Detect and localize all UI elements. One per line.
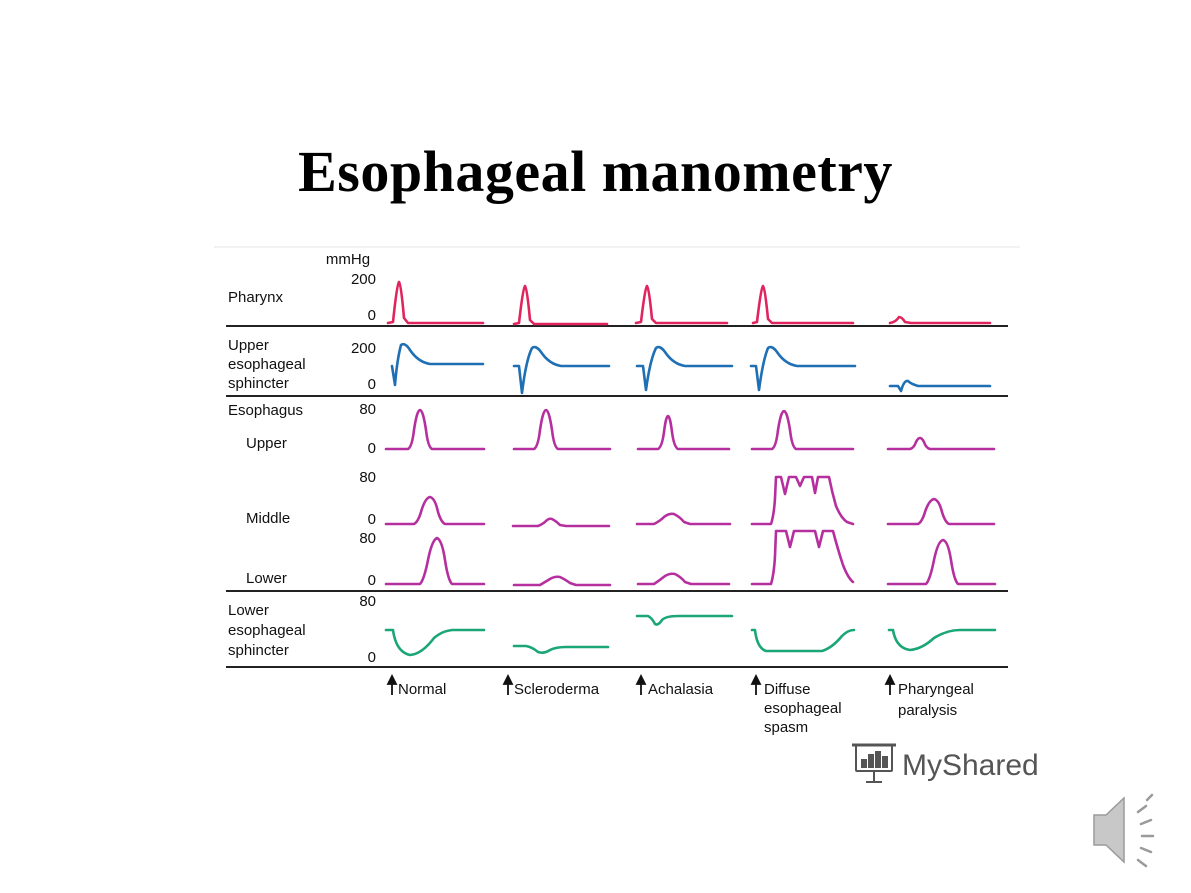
trace-row-les	[384, 614, 997, 657]
row-label-les-3: sphincter	[228, 642, 289, 659]
arrow-up-icon	[386, 673, 398, 695]
condition-label-pharyngeal-1: Pharyngeal	[898, 681, 974, 698]
condition-normal: Normal	[386, 673, 446, 698]
trace-ues-normal	[390, 342, 485, 387]
trace-eso-lower-pharyngeal	[886, 538, 997, 586]
condition-label-pharyngeal-2: paralysis	[898, 702, 957, 719]
trace-pharynx-des	[751, 284, 855, 325]
scale-labels: 200 0 200 0 80 0 80 0 80 0 80 0	[351, 271, 376, 666]
trace-pharynx-normal	[386, 280, 485, 325]
scale-les-low: 0	[368, 649, 376, 666]
trace-row-eso-upper	[384, 408, 996, 451]
trace-row-eso-lower	[384, 529, 997, 587]
slide-title: Esophageal manometry	[298, 139, 893, 204]
condition-des: Diffuse esophageal spasm	[750, 673, 842, 736]
trace-eso-middle-achalasia	[635, 512, 732, 526]
condition-achalasia: Achalasia	[635, 673, 714, 698]
row-label-les-1: Lower	[228, 602, 269, 619]
condition-label-des-3: spasm	[764, 719, 808, 736]
trace-row-pharynx	[386, 280, 992, 326]
trace-eso-middle-des	[750, 475, 855, 526]
scale-eso-upper-low: 0	[368, 440, 376, 457]
trace-eso-lower-normal	[384, 536, 486, 586]
trace-row-eso-middle	[384, 475, 996, 528]
trace-les-scleroderma	[512, 644, 610, 654]
row-label-esophagus: Esophagus	[228, 402, 303, 419]
trace-eso-upper-scleroderma	[512, 408, 612, 451]
scale-eso-middle-low: 0	[368, 511, 376, 528]
row-labels: Pharynx Upper esophageal sphincter Esoph…	[228, 289, 306, 659]
condition-label-normal: Normal	[398, 681, 446, 698]
scale-pharynx-high: 200	[351, 271, 376, 288]
scale-ues-high: 200	[351, 340, 376, 357]
trace-ues-des	[749, 345, 857, 392]
trace-ues-pharyngeal	[888, 379, 992, 393]
trace-pharynx-scleroderma	[512, 284, 609, 326]
arrow-up-icon	[750, 673, 762, 695]
trace-eso-upper-achalasia	[636, 414, 731, 451]
trace-eso-middle-scleroderma	[511, 517, 611, 528]
watermark-text: MyShared	[902, 749, 1039, 782]
row-label-eso-middle: Middle	[246, 510, 290, 527]
trace-row-ues	[390, 342, 992, 395]
trace-eso-lower-des	[750, 529, 855, 586]
row-separators	[226, 325, 1008, 668]
scale-eso-middle-high: 80	[359, 469, 376, 486]
scale-eso-lower-low: 0	[368, 572, 376, 589]
scale-ues-low: 0	[368, 376, 376, 393]
trace-pharynx-achalasia	[634, 284, 729, 325]
condition-label-des-1: Diffuse	[764, 681, 810, 698]
row-label-eso-lower: Lower	[246, 570, 287, 587]
scale-eso-lower-high: 80	[359, 530, 376, 547]
arrow-up-icon	[635, 673, 647, 695]
speaker-icon[interactable]	[1093, 793, 1155, 868]
trace-eso-upper-normal	[384, 408, 486, 451]
row-label-pharynx: Pharynx	[228, 289, 284, 306]
scale-eso-upper-high: 80	[359, 401, 376, 418]
scale-pharynx-low: 0	[368, 307, 376, 324]
trace-eso-upper-des	[750, 409, 855, 451]
row-label-ues-2: esophageal	[228, 356, 306, 373]
trace-les-pharyngeal	[887, 628, 997, 652]
trace-les-des	[750, 628, 856, 653]
condition-label-scleroderma: Scleroderma	[514, 681, 600, 698]
arrow-up-icon	[502, 673, 514, 695]
condition-pharyngeal: Pharyngeal paralysis	[884, 673, 974, 719]
condition-label-achalasia: Achalasia	[648, 681, 714, 698]
presentation-board-icon	[852, 743, 896, 783]
trace-les-normal	[384, 628, 486, 657]
trace-eso-lower-scleroderma	[512, 575, 612, 587]
trace-eso-middle-normal	[384, 495, 486, 526]
condition-label-des-2: esophageal	[764, 700, 842, 717]
watermark[interactable]: MyShared	[852, 743, 1039, 783]
condition-labels: Normal Scleroderma Achalasia Diffuse eso…	[386, 673, 974, 736]
trace-ues-achalasia	[635, 345, 734, 392]
row-label-ues-1: Upper	[228, 337, 269, 354]
trace-eso-middle-pharyngeal	[886, 497, 996, 526]
traces	[384, 280, 997, 657]
trace-eso-lower-achalasia	[636, 572, 731, 586]
trace-pharynx-pharyngeal	[888, 315, 992, 325]
scale-les-high: 80	[359, 593, 376, 610]
trace-ues-scleroderma	[512, 345, 611, 395]
unit-label: mmHg	[326, 251, 370, 268]
row-label-ues-3: sphincter	[228, 375, 289, 392]
row-label-les-2: esophageal	[228, 622, 306, 639]
condition-scleroderma: Scleroderma	[502, 673, 600, 698]
row-label-eso-upper: Upper	[246, 435, 287, 452]
trace-les-achalasia	[635, 614, 734, 626]
arrow-up-icon	[884, 673, 896, 695]
trace-eso-upper-pharyngeal	[886, 436, 996, 451]
